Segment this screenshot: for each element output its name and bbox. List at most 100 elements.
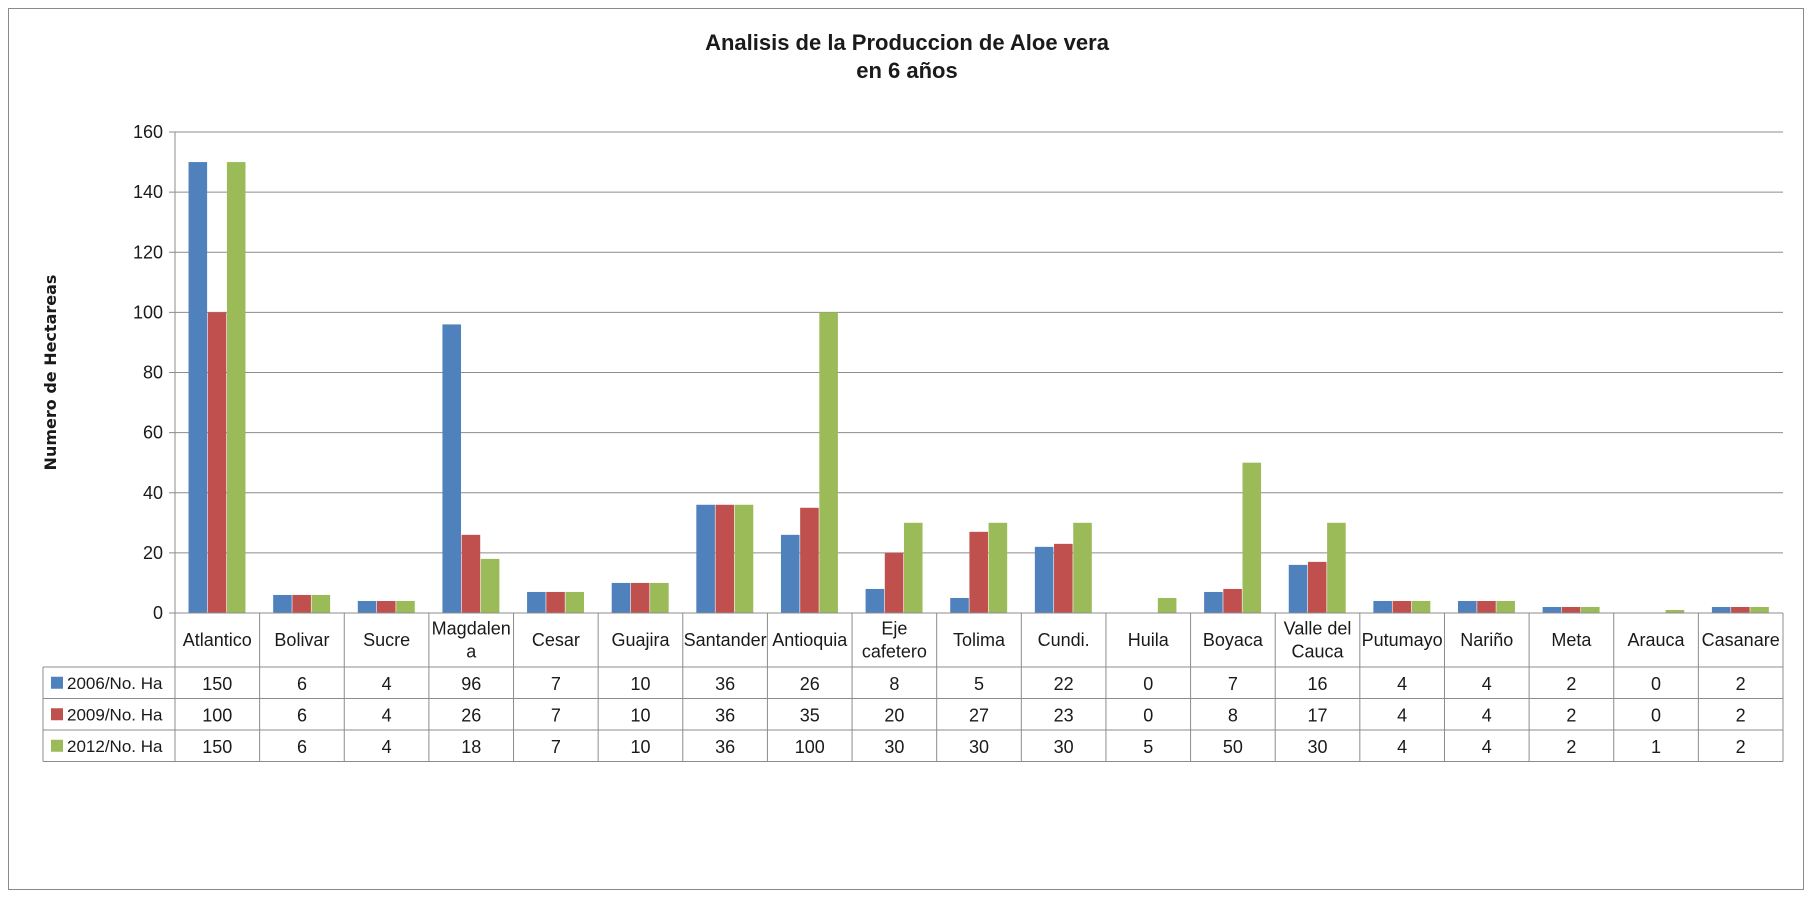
data-label: 0	[1651, 705, 1661, 725]
data-label: 36	[715, 737, 735, 757]
y-tick-label: 120	[133, 242, 163, 262]
bar	[800, 507, 819, 613]
data-label: 4	[1482, 705, 1492, 725]
category-label: Guajira	[611, 630, 670, 650]
bar	[1477, 600, 1496, 613]
data-label: 1	[1651, 737, 1661, 757]
bar	[480, 558, 500, 613]
data-label: 4	[1397, 674, 1407, 694]
bar	[527, 591, 546, 613]
bar	[696, 504, 715, 613]
bar	[1288, 564, 1308, 613]
category-label: Cauca	[1292, 642, 1345, 662]
data-label: 26	[461, 705, 481, 725]
bar	[357, 600, 377, 613]
bar	[1496, 600, 1515, 613]
bar	[1731, 606, 1750, 613]
bar	[311, 594, 331, 613]
category-label: Atlantico	[183, 630, 252, 650]
data-label: 2	[1736, 674, 1746, 694]
data-label: 96	[461, 674, 481, 694]
bar	[819, 312, 838, 614]
bar	[226, 162, 246, 613]
bar	[903, 522, 923, 613]
category-label: Arauca	[1628, 630, 1686, 650]
data-label: 26	[800, 674, 820, 694]
data-label: 10	[630, 674, 650, 694]
data-label: 2	[1566, 674, 1576, 694]
data-label: 22	[1054, 674, 1074, 694]
data-label: 0	[1143, 674, 1153, 694]
legend-swatch	[51, 708, 63, 721]
data-label: 7	[1228, 674, 1238, 694]
data-label: 16	[1308, 674, 1328, 694]
bar	[207, 312, 227, 614]
data-label: 30	[1308, 737, 1328, 757]
category-label: Nariño	[1460, 630, 1513, 650]
data-label: 36	[715, 705, 735, 725]
data-label: 0	[1651, 674, 1661, 694]
data-label: 10	[630, 705, 650, 725]
data-label: 35	[800, 705, 820, 725]
bar	[950, 597, 969, 613]
data-label: 23	[1054, 705, 1074, 725]
y-tick-label: 0	[153, 603, 163, 623]
data-label: 5	[1143, 737, 1153, 757]
category-label: Boyaca	[1203, 630, 1264, 650]
data-label: 6	[297, 705, 307, 725]
category-label: Eje	[881, 619, 907, 639]
data-label: 2	[1566, 705, 1576, 725]
data-label: 7	[551, 737, 561, 757]
bar	[1581, 606, 1600, 613]
category-label: Antioquia	[772, 630, 848, 650]
category-label: Cesar	[532, 630, 580, 650]
category-label: Magdalen	[432, 619, 511, 639]
data-label: 27	[969, 705, 989, 725]
category-label: Casanare	[1702, 630, 1780, 650]
data-label: 2	[1736, 737, 1746, 757]
bar	[1665, 609, 1685, 613]
data-label: 4	[382, 737, 392, 757]
data-label: 6	[297, 674, 307, 694]
bar	[396, 600, 415, 613]
y-tick-label: 20	[143, 543, 163, 563]
bar	[1392, 600, 1412, 613]
chart-frame: Analisis de la Produccion de Aloe vera en…	[8, 8, 1804, 890]
category-label: Tolima	[953, 630, 1006, 650]
data-label: 0	[1143, 705, 1153, 725]
y-tick-label: 140	[133, 182, 163, 202]
bar	[461, 534, 481, 613]
data-label: 8	[1228, 705, 1238, 725]
bar	[780, 534, 800, 613]
bar	[650, 582, 669, 613]
chart-title-line: Analisis de la Produccion de Aloe vera	[705, 30, 1110, 55]
bar	[376, 600, 396, 613]
data-label: 17	[1308, 705, 1328, 725]
bar	[1242, 462, 1262, 613]
legend-label: 2012/No. Ha	[67, 737, 163, 756]
data-label: 2	[1736, 705, 1746, 725]
y-tick-label: 100	[133, 302, 163, 322]
data-label: 5	[974, 674, 984, 694]
bar	[1054, 543, 1073, 613]
data-label: 50	[1223, 737, 1243, 757]
data-label: 150	[202, 737, 232, 757]
bar	[1307, 561, 1327, 613]
category-label: Putumayo	[1362, 630, 1443, 650]
bar	[442, 324, 462, 613]
category-label: Cundi.	[1038, 630, 1090, 650]
category-label: Bolivar	[274, 630, 329, 650]
data-label: 30	[884, 737, 904, 757]
data-label: 30	[969, 737, 989, 757]
data-label: 8	[889, 674, 899, 694]
bar	[715, 504, 735, 613]
bar	[1542, 606, 1562, 613]
category-label: Santander	[684, 630, 767, 650]
data-label: 4	[1397, 705, 1407, 725]
bar	[1561, 606, 1581, 613]
data-label: 6	[297, 737, 307, 757]
bar	[988, 522, 1008, 613]
y-tick-label: 60	[143, 423, 163, 443]
category-label: Valle del	[1284, 619, 1352, 639]
bar	[1204, 591, 1223, 613]
